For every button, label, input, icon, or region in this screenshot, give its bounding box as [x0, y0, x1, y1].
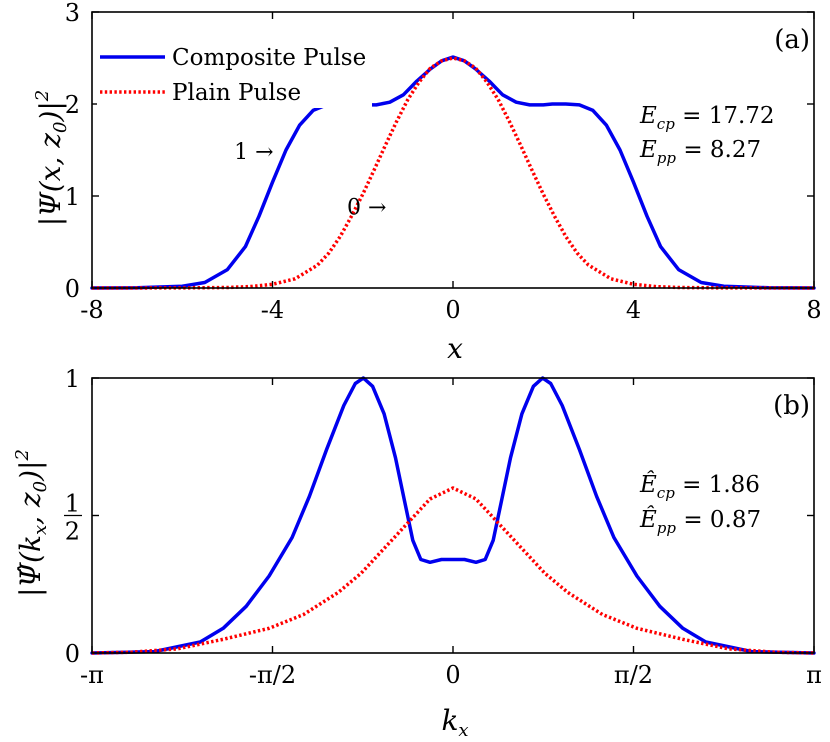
legend-composite-label: Composite Pulse [172, 45, 366, 71]
panel-b-x-tick-label: -π [80, 661, 104, 689]
energy-pp-value: 8.27 [710, 137, 761, 163]
energy-hat-pp-symbol: Ê [639, 506, 657, 533]
energy-cp-sub: cp [657, 115, 675, 133]
panel-a-series-plain-pulse [91, 56, 815, 290]
panel-b-energies: Êcp = 1.86 Êpp = 0.87 [639, 471, 761, 537]
panel-b-y-tick-label: 0 [65, 640, 80, 668]
panel-a-x-tick-label: -4 [261, 296, 284, 324]
energy-pp-sub: pp [657, 149, 677, 167]
panel-a: |Ψ(x, z0)|2 x -8 -4 0 4 8 0 1 2 3 (a) Composite … [32, 0, 822, 365]
panel-a-x-tick-label: -8 [80, 296, 103, 324]
panel-b-axes-box [91, 377, 815, 654]
energy-hat-cp-sub: cp [657, 484, 675, 502]
legend-box [97, 38, 372, 108]
panel-b-x-tick-label: π [806, 661, 822, 689]
panel-b-y-tick-label: 1 [65, 365, 80, 393]
panel-b-series [90, 376, 816, 655]
energy-hat-cp: Êcp = 1.86 [639, 471, 760, 502]
panel-a-energies: Ecp = 17.72 Epp = 8.27 [639, 103, 775, 167]
panel-a-x-axis-label: x [447, 332, 463, 365]
panel-b-series-plain-pulse [91, 486, 815, 655]
panel-a-series-composite-pulse [90, 55, 816, 290]
energy-cp-value: 17.72 [709, 103, 775, 129]
energy-cp-symbol: E [639, 103, 657, 129]
panel-b-x-tick-label: 0 [445, 661, 460, 689]
panel-b-series-composite-pulse [90, 376, 816, 655]
energy-hat-pp: Êpp = 0.87 [639, 506, 761, 537]
energy-pp-symbol: E [639, 137, 657, 163]
panel-b-tag: (b) [773, 391, 810, 421]
panel-b-x-tick-label: π/2 [614, 661, 653, 689]
panel-a-y-tick-label: 3 [65, 0, 80, 27]
annotation-one-arrow: 1 → [234, 140, 273, 165]
panel-b-y-tick-label: 12 [64, 490, 82, 546]
panel-b-y-tick-label-numerator: 1 [65, 490, 80, 518]
panel-b-y-tick-label-denominator: 2 [65, 518, 80, 546]
energy-pp: Epp = 8.27 [639, 137, 761, 167]
panel-a-y-tick-label: 2 [65, 91, 80, 119]
energy-hat-cp-symbol: Ê [639, 471, 657, 498]
annotation-zero-arrow: 0 → [347, 195, 386, 220]
panel-b-x-tick-label: -π/2 [249, 661, 296, 689]
panel-a-x-tick-label: 0 [445, 296, 460, 324]
panel-a-series [90, 55, 816, 290]
legend-plain-label: Plain Pulse [172, 80, 301, 106]
panel-b-y-axis-label: |Ψ̂(kx, z0)|2 [12, 449, 51, 597]
energy-hat-pp-sub: pp [657, 519, 677, 537]
panel-a-y-axis-label: |Ψ(x, z0)|2 [32, 90, 71, 227]
panel-a-axes-box [91, 11, 815, 289]
energy-cp: Ecp = 17.72 [639, 103, 775, 133]
panel-a-x-tick-label: 8 [806, 296, 821, 324]
panel-b-x-axis-label: kx [441, 704, 468, 741]
energy-hat-pp-value: 0.87 [710, 507, 761, 533]
panel-a-y-tick-label: 1 [65, 183, 80, 211]
legend: Composite Pulse Plain Pulse [97, 38, 372, 108]
energy-hat-cp-value: 1.86 [709, 472, 760, 498]
panel-a-x-tick-label: 4 [626, 296, 641, 324]
panel-a-tag: (a) [774, 25, 810, 55]
panel-a-y-tick-label: 0 [65, 275, 80, 303]
